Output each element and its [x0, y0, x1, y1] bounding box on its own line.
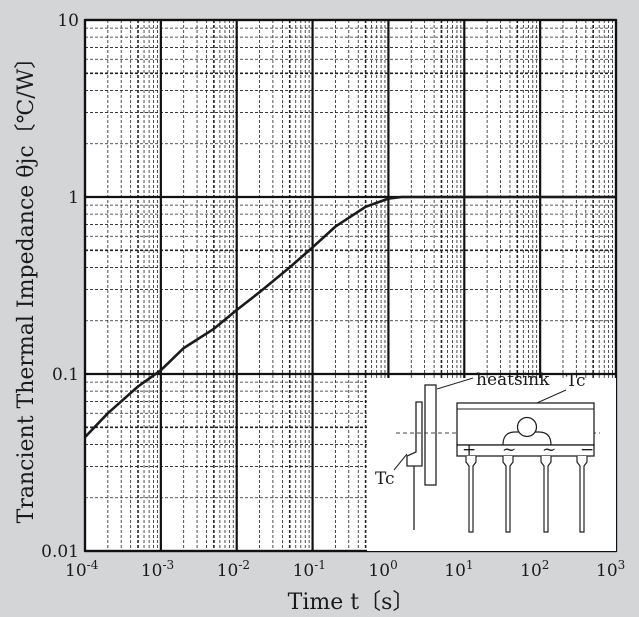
pin-label-ac1: ~	[502, 440, 516, 460]
y-tick-labels: 0.01 0.1 1 10	[41, 11, 79, 562]
tc-side-leader	[393, 453, 408, 471]
y-tick-label: 0.01	[41, 542, 79, 562]
heatsink-leader	[436, 377, 474, 390]
x-tick-label: 10-4	[65, 558, 99, 581]
x-tick-label: 102	[520, 558, 549, 581]
x-tick-label: 10-3	[141, 558, 174, 581]
pin-label-ac2: ~	[542, 440, 556, 460]
lead-1	[465, 456, 477, 533]
series-line	[84, 195, 616, 438]
package-inset: heatsink Tc Tc + ~ ~ −	[367, 370, 616, 551]
x-tick-labels: 10-4 10-3 10-2 10-1 100 101 102 103	[65, 558, 625, 581]
x-tick-label: 103	[596, 558, 625, 581]
heatsink-label: heatsink	[476, 370, 550, 390]
package-side-view	[406, 401, 423, 467]
pin-label-plus: +	[462, 440, 476, 460]
heatsink-plate	[424, 384, 437, 486]
y-tick-label: 10	[57, 11, 79, 31]
pin-label-minus: −	[580, 440, 594, 460]
plot-frame	[83, 18, 618, 553]
tc-label-side: Tc	[375, 469, 395, 489]
x-axis-title: Time t〔s〕	[288, 590, 415, 615]
x-tick-label: 100	[368, 558, 397, 581]
lead-3	[540, 456, 552, 533]
lead-4	[576, 456, 588, 533]
mounting-hole	[516, 416, 538, 438]
x-tick-label: 101	[444, 558, 473, 581]
y-tick-label: 1	[68, 188, 79, 208]
tc-label-top: Tc	[566, 371, 586, 391]
x-tick-label: 10-1	[293, 558, 326, 581]
x-tick-label: 10-2	[217, 558, 250, 581]
y-axis-title: Trancient Thermal Impedance θjc〔℃/W〕	[14, 47, 39, 524]
y-tick-label: 0.1	[52, 365, 79, 385]
lead-2	[502, 456, 514, 533]
series-group	[84, 195, 616, 438]
package-bottom-strip	[456, 444, 595, 457]
